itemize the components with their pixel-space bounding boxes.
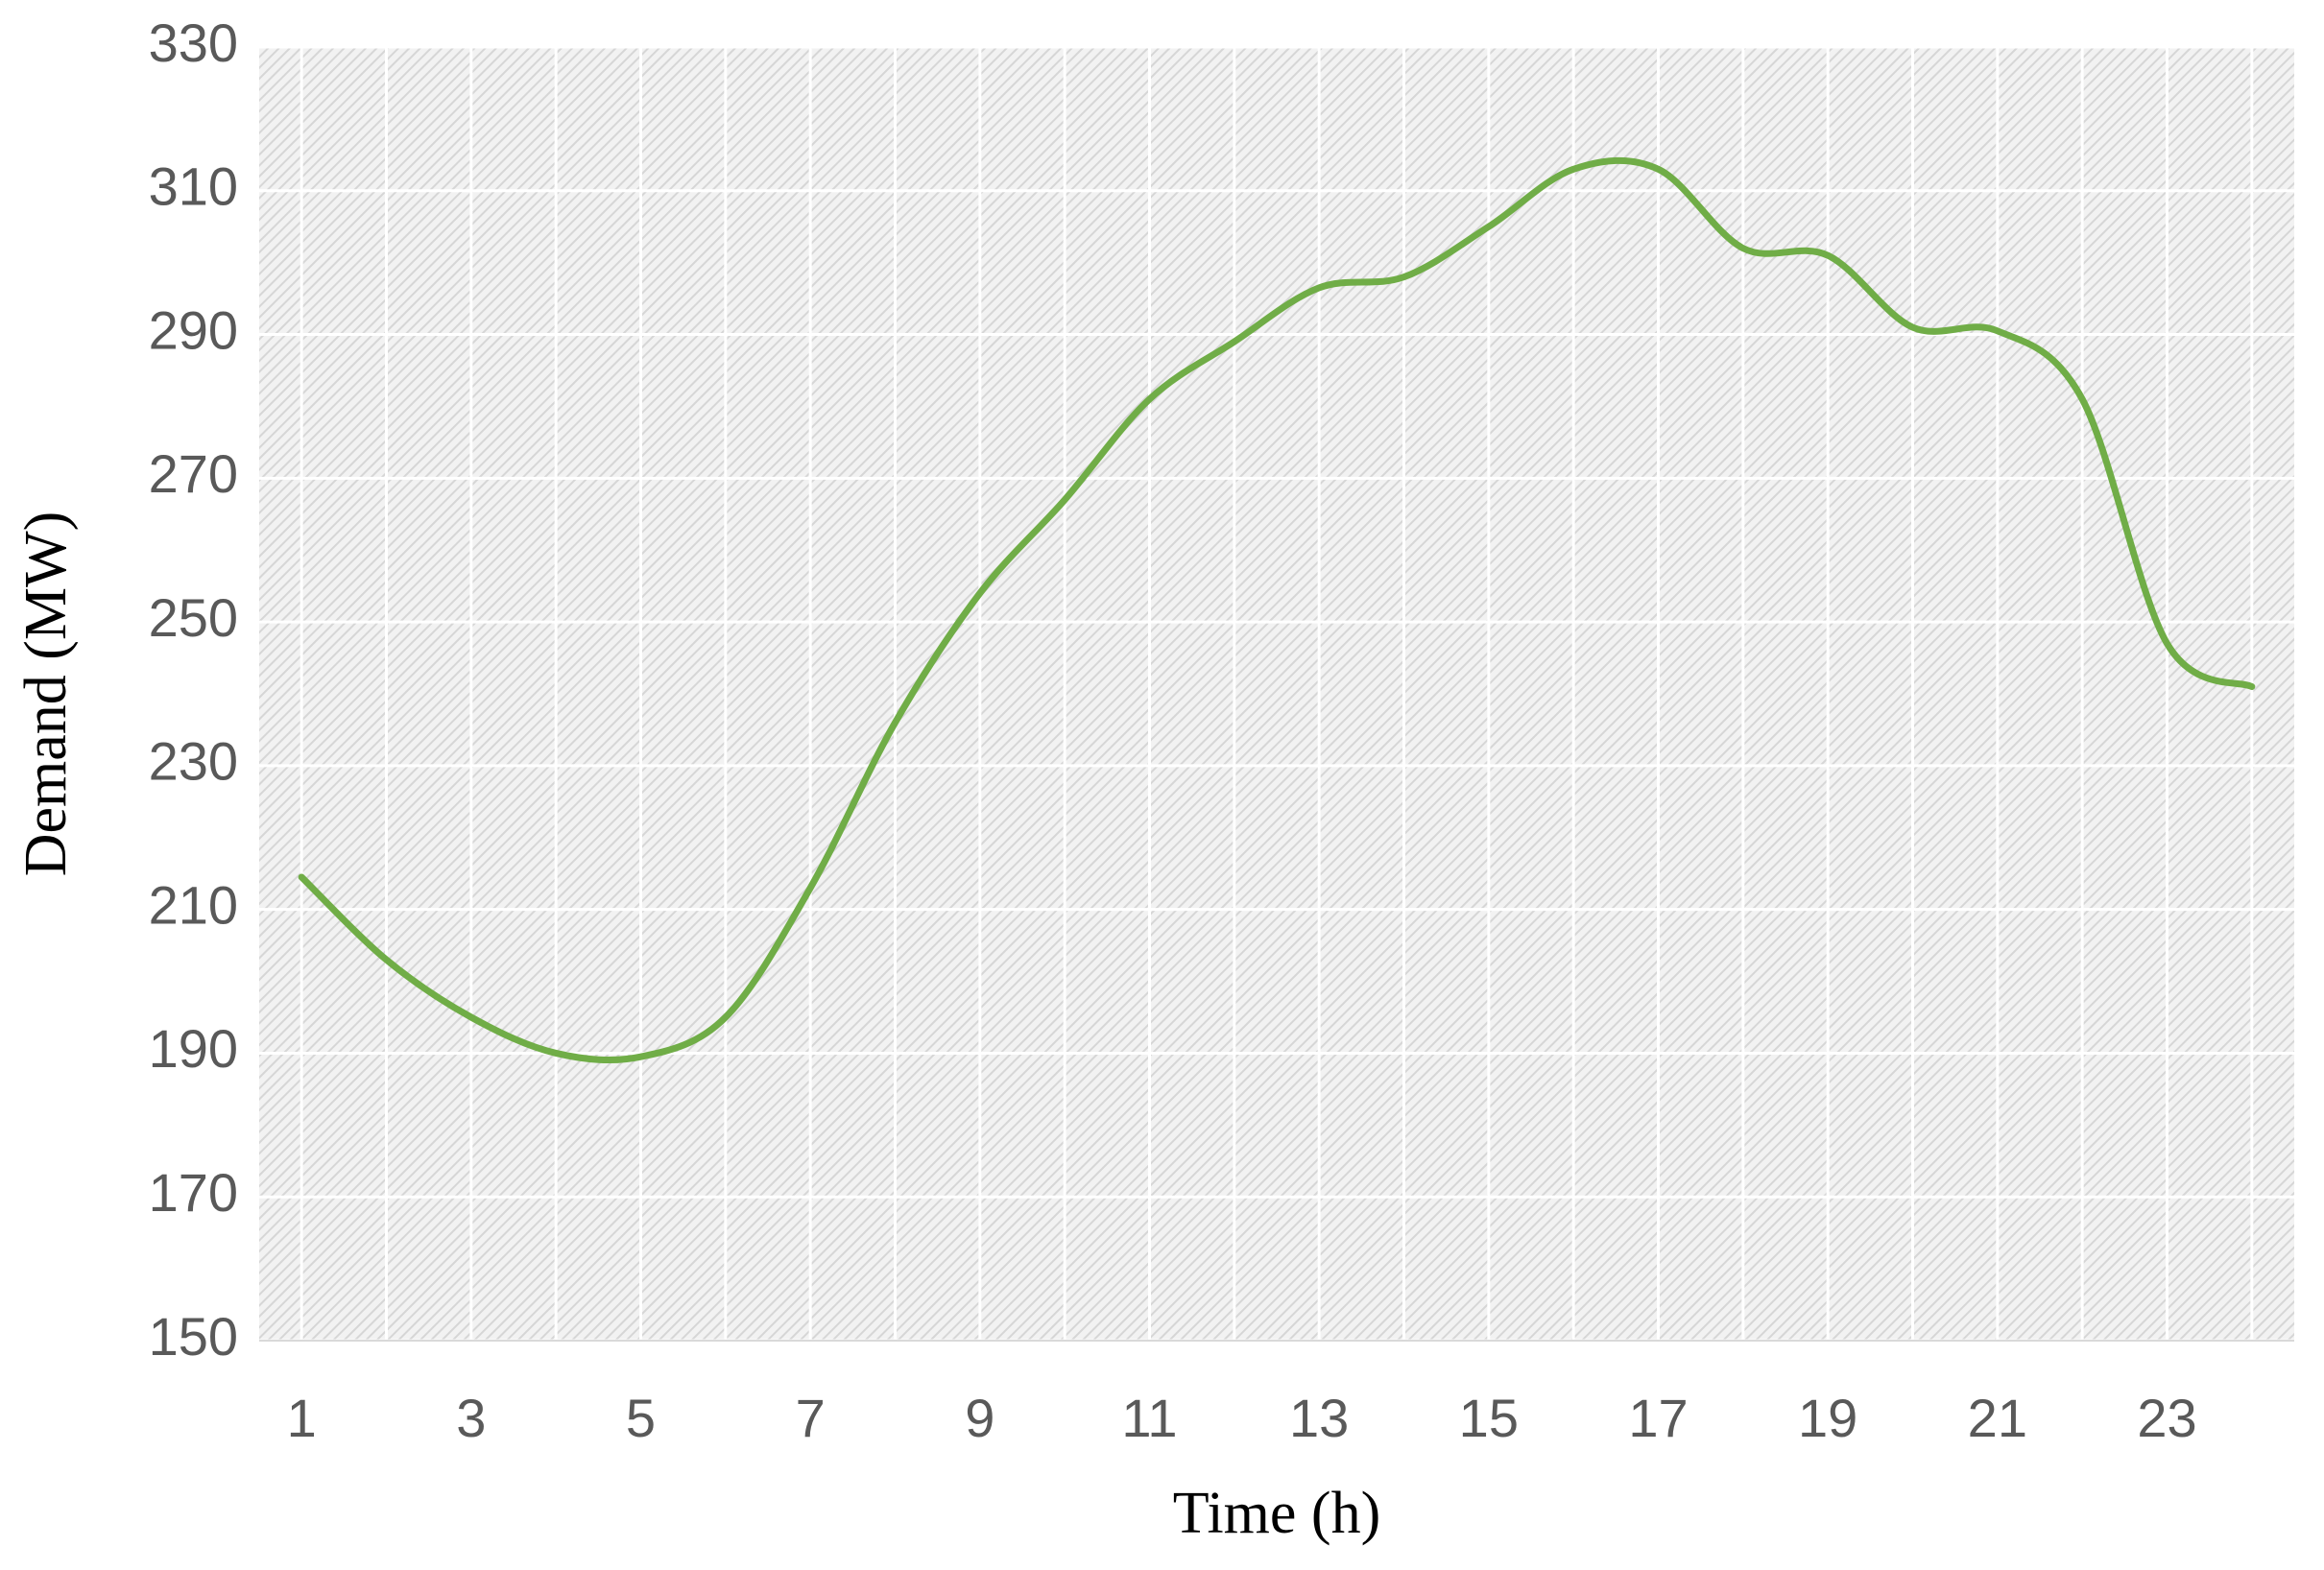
y-tick-label: 290 (149, 299, 238, 360)
y-tick-label: 170 (149, 1162, 238, 1223)
y-tick-label: 270 (149, 443, 238, 504)
x-tick-label: 5 (626, 1388, 656, 1448)
x-tick-label: 7 (796, 1388, 826, 1448)
x-tick-label: 15 (1459, 1388, 1519, 1448)
x-tick-label: 21 (1968, 1388, 2027, 1448)
x-axis-title: Time (h) (1173, 1481, 1380, 1546)
x-tick-label: 9 (965, 1388, 994, 1448)
y-tick-label: 190 (149, 1018, 238, 1079)
x-tick-label: 1 (287, 1388, 317, 1448)
y-tick-label: 150 (149, 1306, 238, 1367)
x-tick-label: 11 (1121, 1388, 1177, 1448)
x-tick-label: 13 (1289, 1388, 1349, 1448)
y-axis-title: Demand (MW) (13, 511, 79, 876)
x-tick-label: 23 (2137, 1388, 2196, 1448)
y-tick-label: 210 (149, 874, 238, 935)
x-tick-label: 3 (456, 1388, 486, 1448)
x-tick-label: 19 (1798, 1388, 1857, 1448)
y-tick-label: 310 (149, 156, 238, 217)
line-series (298, 156, 2256, 1064)
y-tick-label: 250 (149, 587, 238, 648)
y-tick-label: 230 (149, 731, 238, 792)
plot-area (259, 47, 2294, 1341)
x-tick-label: 17 (1628, 1388, 1688, 1448)
y-tick-label: 330 (149, 12, 238, 73)
